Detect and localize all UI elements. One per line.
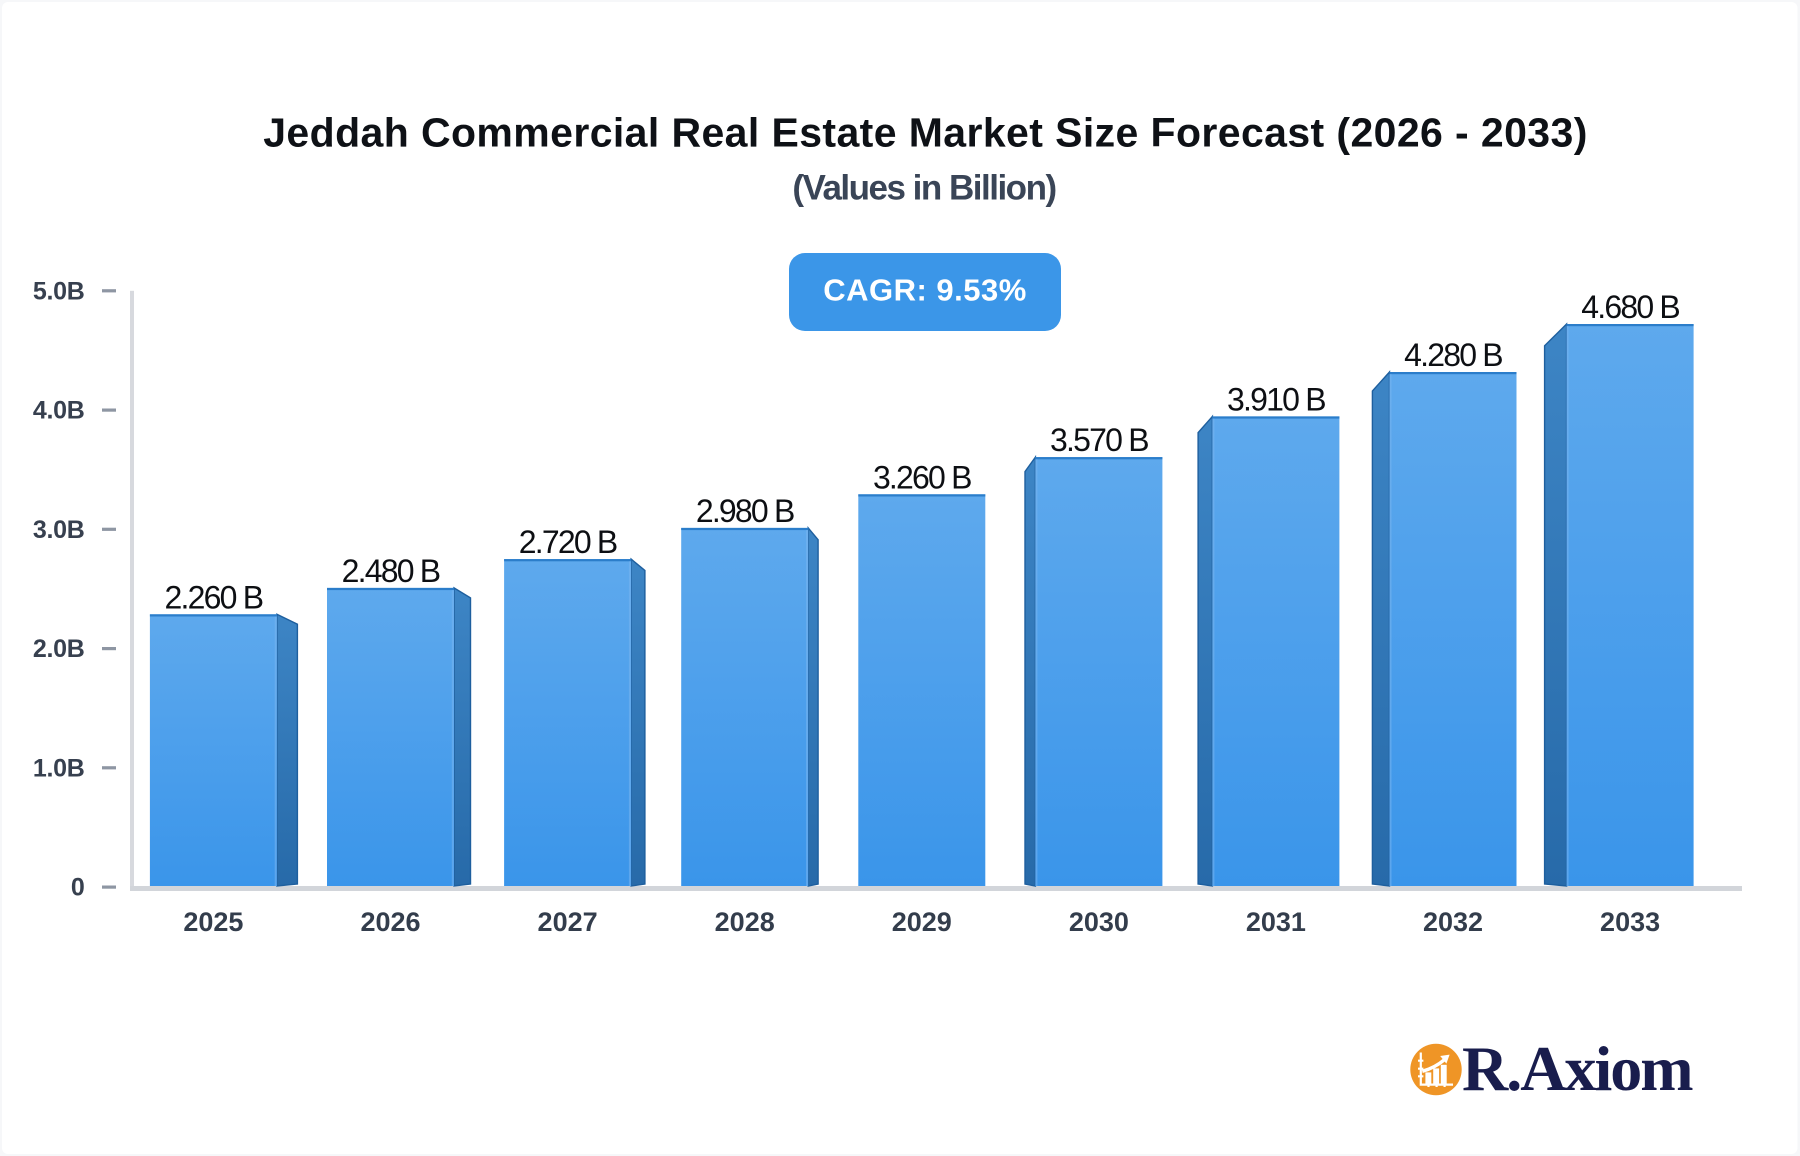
svg-text:Jeddah Commercial Real Estate: Jeddah Commercial Real Estate Market Siz… bbox=[263, 110, 1588, 156]
svg-text:2.480 B: 2.480 B bbox=[342, 553, 440, 589]
svg-text:1.0B: 1.0B bbox=[33, 754, 85, 782]
svg-text:2.260 B: 2.260 B bbox=[165, 579, 263, 615]
svg-text:2.720 B: 2.720 B bbox=[519, 524, 617, 560]
svg-text:3.570 B: 3.570 B bbox=[1050, 422, 1148, 458]
svg-text:2032: 2032 bbox=[1423, 907, 1483, 937]
svg-text:2029: 2029 bbox=[892, 907, 952, 937]
svg-text:2026: 2026 bbox=[360, 907, 420, 937]
svg-text:CAGR: 9.53%: CAGR: 9.53% bbox=[823, 273, 1027, 308]
svg-text:2.0B: 2.0B bbox=[33, 635, 85, 663]
svg-text:5.0B: 5.0B bbox=[33, 277, 85, 305]
svg-text:(Values in Billion): (Values in Billion) bbox=[792, 168, 1055, 207]
svg-text:3.910 B: 3.910 B bbox=[1227, 381, 1325, 417]
svg-text:4.280 B: 4.280 B bbox=[1404, 337, 1502, 373]
svg-text:2033: 2033 bbox=[1600, 907, 1660, 937]
svg-text:2030: 2030 bbox=[1069, 907, 1129, 937]
svg-text:2031: 2031 bbox=[1246, 907, 1306, 937]
svg-text:R.Axiom: R.Axiom bbox=[1462, 1033, 1693, 1104]
svg-text:2.980 B: 2.980 B bbox=[696, 493, 794, 529]
svg-text:4.680 B: 4.680 B bbox=[1581, 289, 1679, 325]
svg-text:2028: 2028 bbox=[715, 907, 775, 937]
svg-text:3.0B: 3.0B bbox=[33, 516, 85, 544]
svg-text:2025: 2025 bbox=[183, 907, 243, 937]
svg-text:4.0B: 4.0B bbox=[33, 397, 85, 425]
svg-text:0: 0 bbox=[71, 874, 85, 902]
svg-text:3.260 B: 3.260 B bbox=[873, 459, 971, 495]
svg-text:2027: 2027 bbox=[538, 907, 598, 937]
